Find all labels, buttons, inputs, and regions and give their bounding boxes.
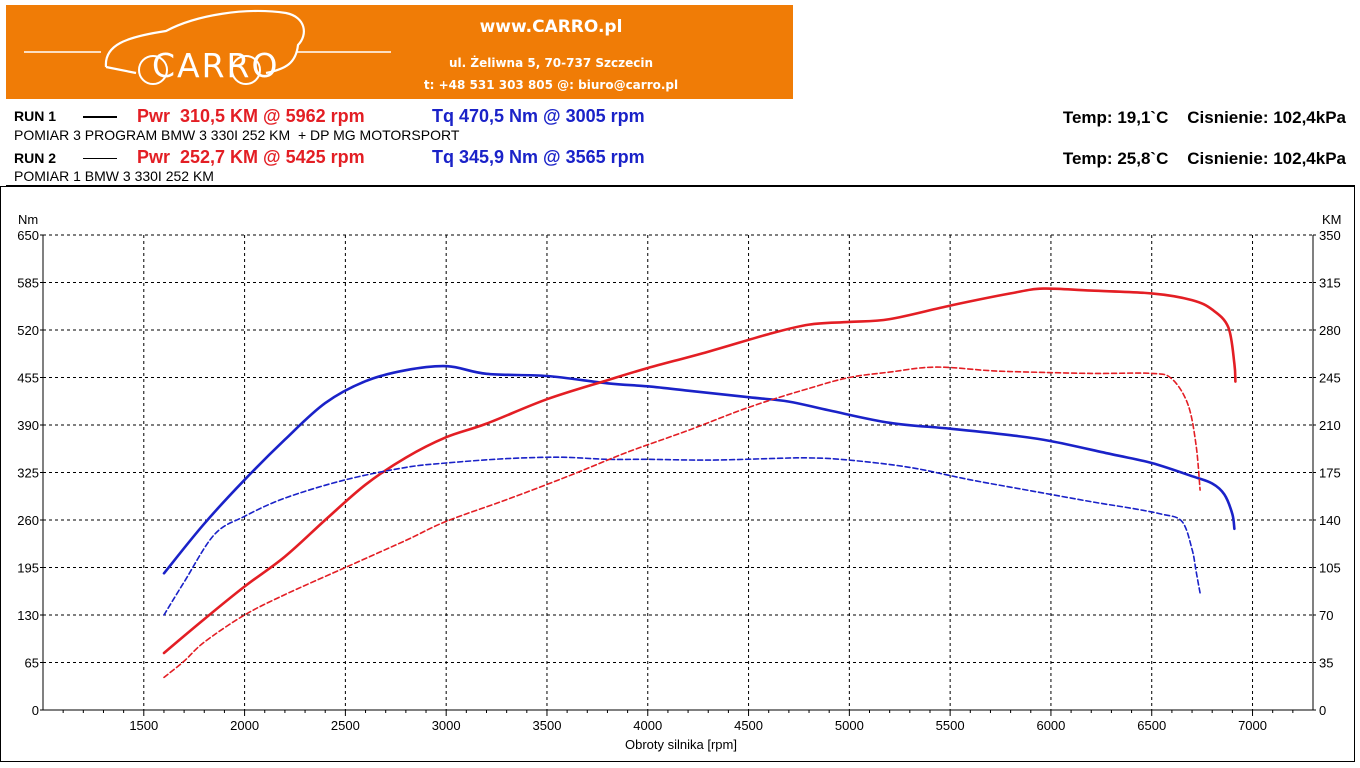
x-tick-label: 4500 (734, 718, 763, 733)
run2-power-curve (163, 366, 1201, 679)
y2-tick-label: 105 (1319, 561, 1341, 576)
x-tick-label: 3000 (432, 718, 461, 733)
header-banner: CARRO www.CARRO.pl ul. Żeliwna 5, 70-737… (6, 5, 793, 99)
y2-tick-label: 140 (1319, 513, 1341, 528)
y2-tick-label: 350 (1319, 228, 1341, 243)
chart-frame (0, 186, 1355, 762)
logo-text: CARRO (152, 46, 279, 85)
x-tick-label: 3500 (533, 718, 562, 733)
y-tick-label: 195 (17, 561, 39, 576)
separator-top (6, 185, 1355, 186)
x-axis-label: Obroty silnika [rpm] (625, 737, 737, 752)
axes: 0 0 65 35 130 70 195 105 260 140 325 175 390 210 455 24… (17, 228, 1340, 733)
run2-torque: Tq 345,9 Nm @ 3565 rpm (432, 147, 645, 167)
y-axis-label: Nm (18, 212, 38, 227)
run2-torque-curve (163, 456, 1201, 616)
run1-torque-curve (162, 364, 1236, 575)
y2-tick-label: 70 (1319, 608, 1333, 623)
run1-conditions: Temp: 19,1`C Cisnienie: 102,4kPa (1062, 108, 1346, 127)
run1-power-curve (162, 287, 1237, 655)
run2-conditions: Temp: 25,8`C Cisnienie: 102,4kPa (1062, 149, 1346, 168)
x-tick-label: 1500 (129, 718, 158, 733)
run1-torque: Tq 470,5 Nm @ 3005 rpm (432, 106, 645, 126)
run1-power: Pwr 310,5 KM @ 5962 rpm (137, 106, 365, 126)
address-label: ul. Żeliwna 5, 70-737 Szczecin (449, 56, 653, 70)
run1-line-sample (83, 116, 117, 118)
contact-label: t: +48 531 303 805 @: biuro@carro.pl (423, 78, 679, 92)
run2-line-sample (83, 158, 117, 159)
carro-car-logo: CARRO (24, 9, 391, 85)
x-tick-label: 5500 (936, 718, 965, 733)
y2-tick-label: 315 (1319, 276, 1341, 291)
curves (162, 287, 1237, 679)
y-tick-label: 455 (17, 371, 39, 386)
dyno-chart: 0 0 65 35 130 70 195 105 260 140 325 175 390 210 455 24… (0, 186, 1355, 762)
y2-tick-label: 210 (1319, 418, 1341, 433)
y-tick-label: 325 (17, 466, 39, 481)
y-tick-label: 585 (17, 276, 39, 291)
run2-description: POMIAR 1 BMW 3 330I 252 KM (14, 168, 214, 184)
y-tick-label: 390 (17, 418, 39, 433)
y-tick-label: 0 (32, 703, 39, 718)
y2-tick-label: 35 (1319, 656, 1333, 671)
run1-label: RUN 1 (14, 108, 57, 124)
y-tick-label: 130 (17, 608, 39, 623)
run2-label: RUN 2 (14, 150, 57, 166)
website-label: www.CARRO.pl (479, 17, 623, 37)
y-tick-label: 520 (17, 323, 39, 338)
x-tick-label: 2500 (331, 718, 360, 733)
run2-power: Pwr 252,7 KM @ 5425 rpm (137, 147, 365, 167)
x-tick-label: 2000 (230, 718, 259, 733)
y2-axis-label: KM (1322, 212, 1342, 227)
y-tick-label: 65 (25, 656, 39, 671)
y-tick-label: 650 (17, 228, 39, 243)
y-tick-label: 260 (17, 513, 39, 528)
grid-lines (43, 234, 1313, 710)
x-tick-label: 6000 (1036, 718, 1065, 733)
run1-description: POMIAR 3 PROGRAM BMW 3 330I 252 KM + DP … (14, 127, 460, 143)
y2-tick-label: 0 (1319, 703, 1326, 718)
x-tick-label: 6500 (1137, 718, 1166, 733)
y2-tick-label: 175 (1319, 466, 1341, 481)
y2-tick-label: 245 (1319, 371, 1341, 386)
y2-tick-label: 280 (1319, 323, 1341, 338)
x-tick-label: 5000 (835, 718, 864, 733)
x-tick-label: 7000 (1238, 718, 1267, 733)
x-tick-label: 4000 (633, 718, 662, 733)
